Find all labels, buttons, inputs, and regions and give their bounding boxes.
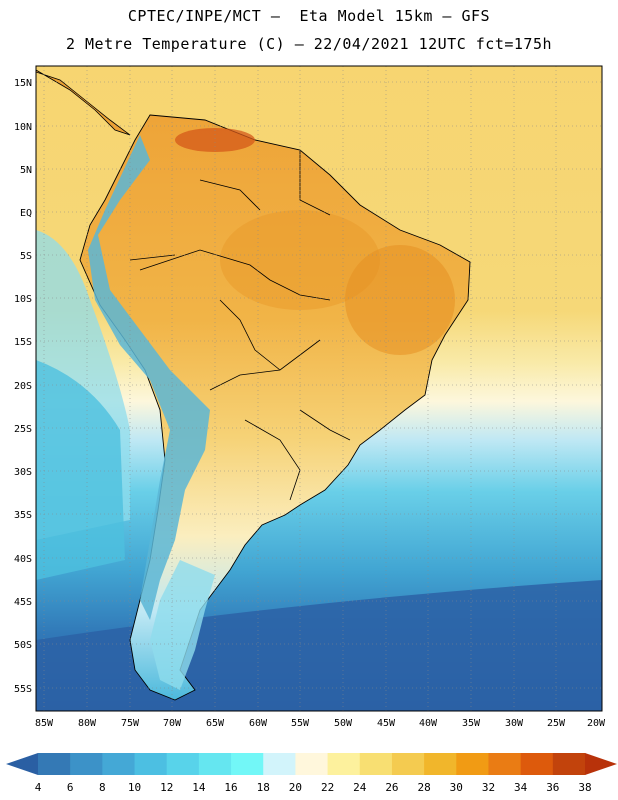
map-frame: [35, 65, 603, 712]
lon-label: 45W: [377, 718, 396, 729]
lon-label: 75W: [121, 718, 140, 729]
colorbar-swatch: [134, 753, 168, 775]
colorbar-segments: [6, 753, 617, 775]
lon-label: 30W: [505, 718, 524, 729]
lat-label: 15N: [14, 78, 32, 89]
colorbar-arrow-high: [585, 753, 617, 775]
colorbar-tick-label: 26: [385, 781, 398, 794]
temperature-colorbar: 4 6 8 10 12 14 16 18 20 22 24 26 28 30 32 34 36 38: [6, 753, 617, 794]
colorbar-arrow-low: [6, 753, 38, 775]
colorbar-tick-label: 16: [224, 781, 237, 794]
lat-label: 35S: [14, 510, 32, 521]
colorbar-swatch: [359, 753, 393, 775]
lon-label: 20W: [587, 718, 606, 729]
lat-label: 45S: [14, 597, 32, 608]
colorbar-swatch: [198, 753, 232, 775]
pacific-cold-region: [36, 360, 125, 580]
colorbar-swatch: [327, 753, 361, 775]
colorbar-tick-label: 22: [321, 781, 334, 794]
lat-label: 15S: [14, 337, 32, 348]
lat-label: 30S: [14, 467, 32, 478]
lat-label: 40S: [14, 554, 32, 565]
colorbar-swatch: [102, 753, 136, 775]
lat-label: 50S: [14, 640, 32, 651]
lon-label: 70W: [163, 718, 182, 729]
colorbar-tick-label: 38: [578, 781, 591, 794]
colorbar-swatch: [488, 753, 522, 775]
colorbar-swatch: [552, 753, 586, 775]
colorbar-tick-label: 32: [482, 781, 495, 794]
lat-label: 10S: [14, 294, 32, 305]
lon-label: 60W: [249, 718, 268, 729]
hot-venezuela-region: [175, 128, 255, 152]
colorbar-ticks: 4 6 8 10 12 14 16 18 20 22 24 26 28 30 32 34 36 38: [35, 781, 592, 794]
latitude-labels: 15N 10N 5N EQ 5S 10S 15S 20S 25S 30S 35S…: [14, 78, 32, 695]
colorbar-tick-label: 12: [160, 781, 173, 794]
colorbar-tick-label: 8: [99, 781, 106, 794]
colorbar-swatch: [391, 753, 425, 775]
lon-label: 40W: [419, 718, 438, 729]
map-subtitle: 2 Metre Temperature (C) – 22/04/2021 12U…: [65, 35, 553, 53]
colorbar-tick-label: 24: [353, 781, 367, 794]
colorbar-swatch: [231, 753, 264, 775]
colorbar-tick-label: 28: [417, 781, 430, 794]
colorbar-tick-label: 30: [450, 781, 463, 794]
colorbar-swatch: [424, 753, 457, 775]
lat-label: 55S: [14, 684, 32, 695]
country-borders: [129, 150, 351, 501]
temperature-map: 15N 10N 5N EQ 5S 10S 15S 20S 25S 30S 35S…: [14, 65, 606, 729]
colorbar-swatch: [38, 753, 71, 775]
colorbar-swatch: [295, 753, 329, 775]
map-title: CPTEC/INPE/MCT – Eta Model 15km – GFS: [127, 7, 491, 25]
colorbar-tick-label: 4: [35, 781, 42, 794]
lon-label: 85W: [35, 718, 54, 729]
colorbar-tick-label: 20: [289, 781, 302, 794]
lat-label: EQ: [20, 208, 32, 219]
lat-label: 5S: [20, 251, 32, 262]
colorbar-tick-label: 10: [128, 781, 141, 794]
colorbar-swatch: [70, 753, 103, 775]
colorbar-tick-label: 34: [514, 781, 528, 794]
lat-label: 5N: [20, 165, 32, 176]
longitude-labels: 85W 80W 75W 70W 65W 60W 55W 50W 45W 40W …: [35, 718, 606, 729]
lon-label: 50W: [334, 718, 353, 729]
colorbar-tick-label: 36: [546, 781, 559, 794]
hot-amazon-region: [220, 210, 380, 310]
lat-label: 10N: [14, 122, 32, 133]
patagonia-cool-region: [150, 560, 215, 690]
andes-cold-strip: [88, 135, 210, 620]
colorbar-tick-label: 14: [192, 781, 206, 794]
hot-northeast-region: [345, 245, 455, 355]
colorbar-swatch: [166, 753, 200, 775]
colorbar-swatch: [456, 753, 489, 775]
lat-label: 20S: [14, 381, 32, 392]
lon-label: 35W: [462, 718, 481, 729]
lon-label: 80W: [78, 718, 97, 729]
lat-label: 25S: [14, 424, 32, 435]
central-america-land: [36, 69, 131, 136]
lon-label: 65W: [206, 718, 225, 729]
lon-label: 55W: [291, 718, 310, 729]
colorbar-swatch: [263, 753, 296, 775]
colorbar-tick-label: 6: [67, 781, 74, 794]
lon-label: 25W: [547, 718, 566, 729]
colorbar-tick-label: 18: [257, 781, 270, 794]
colorbar-swatch: [520, 753, 554, 775]
